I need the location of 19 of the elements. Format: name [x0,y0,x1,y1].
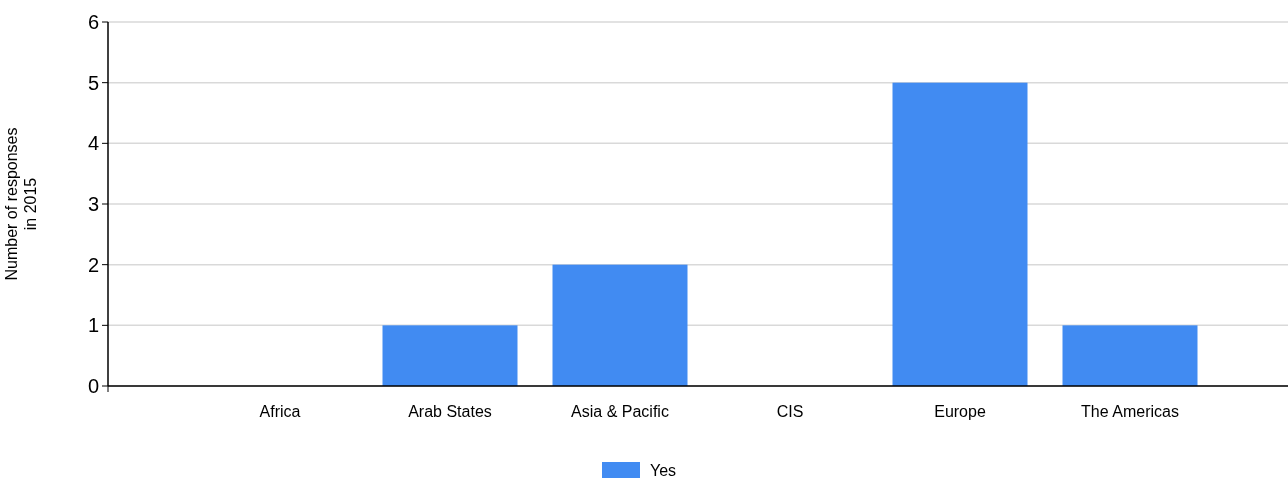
y-tick-label: 2 [87,253,99,276]
bar [892,82,1028,386]
x-tick-label: Asia & Pacific [571,402,669,420]
y-tick-label: 6 [87,11,99,33]
legend-label: Yes [650,461,677,479]
y-tick-label: 3 [87,193,99,215]
y-tick-label: 0 [87,375,99,397]
x-tick-label: Europe [934,402,986,420]
bar [1062,325,1198,386]
x-tick-label: CIS [776,402,804,420]
bar [552,264,688,386]
y-axis-title: Number of responses in 2015 [3,127,39,281]
y-tick-label: 1 [87,314,99,337]
bar [382,325,518,386]
x-tick-label: Arab States [408,402,492,420]
x-tick-label: The Americas [1081,402,1179,420]
y-tick-label: 5 [87,71,99,94]
x-tick-label: Africa [259,402,301,420]
y-tick-label: 4 [87,132,99,155]
